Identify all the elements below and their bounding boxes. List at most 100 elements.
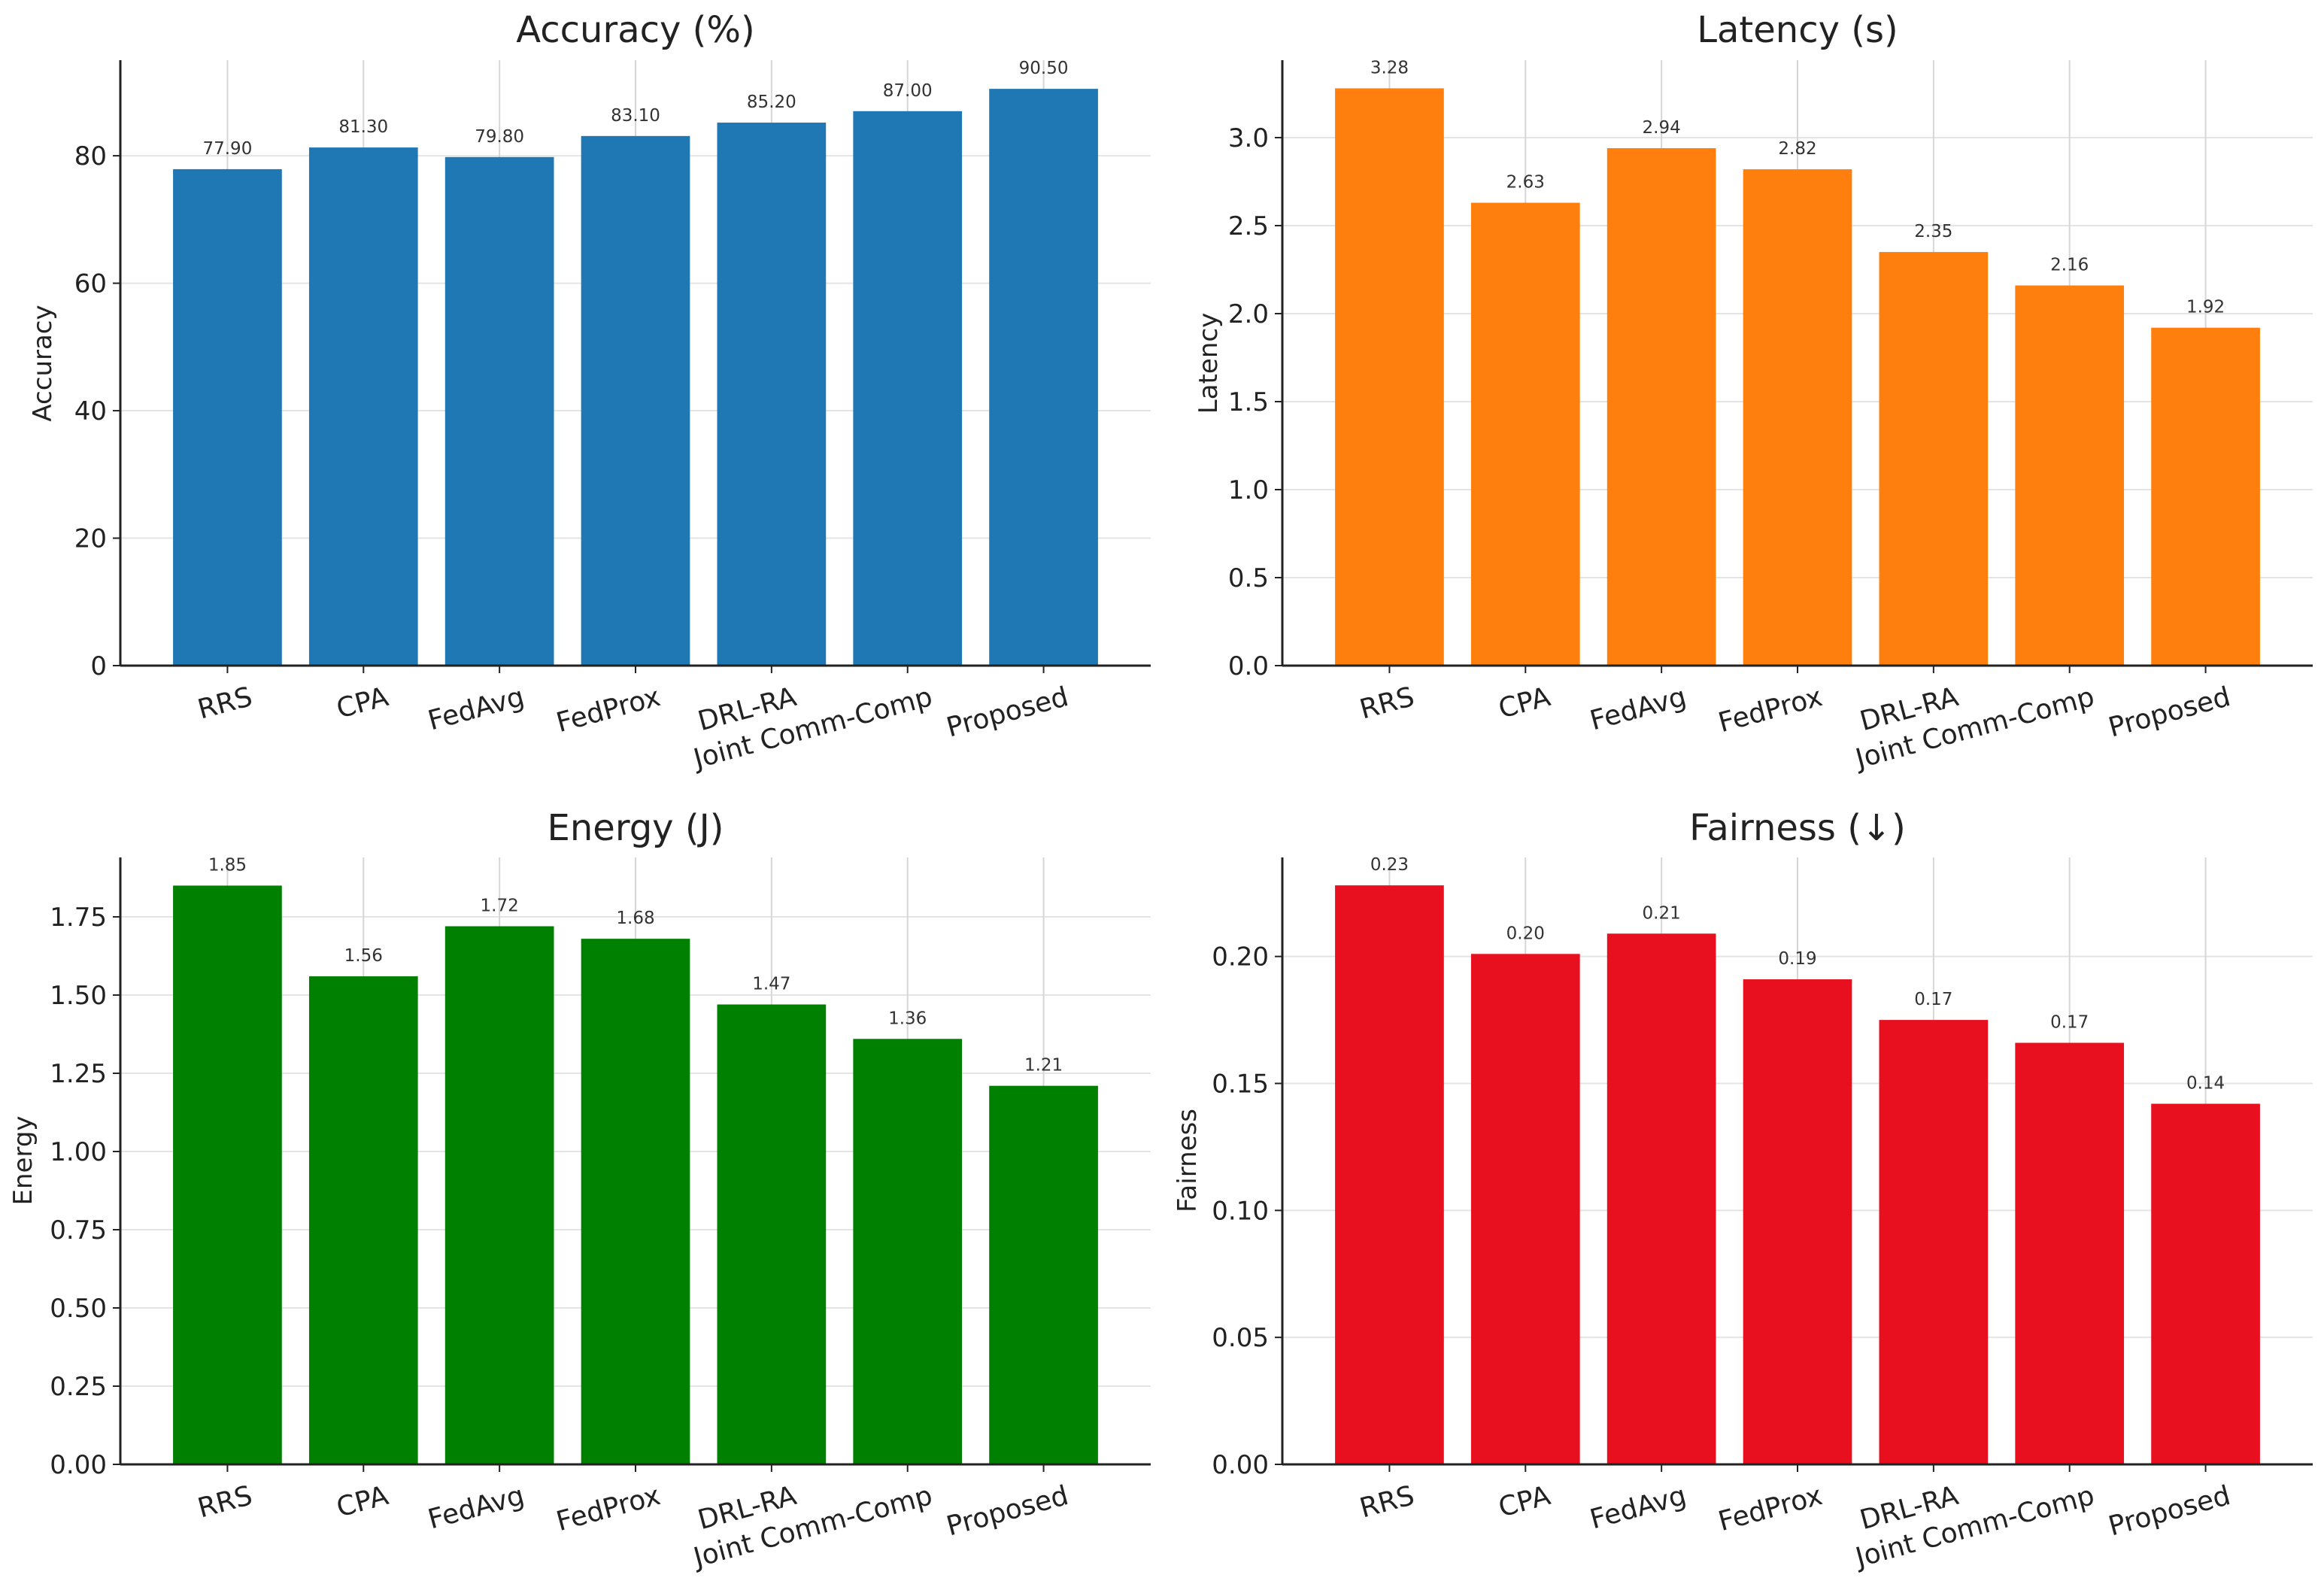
- y-tick-label: 1.00: [50, 1137, 107, 1167]
- x-tick-label-cpa: CPA: [333, 681, 392, 725]
- x-tick-label-proposed: Proposed: [943, 681, 1072, 744]
- data-label: 1.92: [2186, 298, 2225, 317]
- x-tick-label-rrs: RRS: [1357, 1480, 1418, 1524]
- data-label: 0.19: [1778, 949, 1816, 969]
- y-axis-label: Latency: [1194, 313, 1224, 414]
- y-axis-label: Energy: [8, 1115, 38, 1205]
- bar-rrs: [173, 168, 282, 666]
- data-label: 79.80: [475, 127, 524, 147]
- data-label: 0.20: [1506, 924, 1545, 943]
- bar-drl-ra: [717, 1004, 827, 1464]
- bar-proposed: [2151, 1103, 2260, 1464]
- x-tick-label-cpa: CPA: [1495, 1480, 1554, 1524]
- x-tick-label-fedprox: FedProx: [553, 681, 663, 739]
- y-tick-label: 0.15: [1212, 1070, 1269, 1100]
- data-label: 0.14: [2186, 1074, 2225, 1094]
- y-tick-label: 0.05: [1212, 1323, 1269, 1353]
- bar-cpa: [308, 147, 418, 666]
- y-tick-label: 40: [74, 396, 107, 426]
- bar-fedprox: [1743, 979, 1852, 1464]
- y-tick-label: 0.5: [1228, 563, 1269, 593]
- y-tick-label: 0: [90, 651, 107, 681]
- bar-cpa: [1470, 202, 1580, 666]
- bar-fedprox: [581, 135, 690, 666]
- x-tick-label-fedprox: FedProx: [1715, 681, 1825, 739]
- y-tick-label: 60: [74, 269, 107, 299]
- chart-title: Accuracy (%): [516, 9, 754, 51]
- x-tick-label-rrs: RRS: [1357, 681, 1418, 725]
- y-tick-label: 0.20: [1212, 942, 1269, 972]
- data-label: 3.28: [1370, 58, 1409, 77]
- bar-fedavg: [444, 156, 554, 666]
- data-label: 2.35: [1914, 222, 1952, 241]
- x-tick-label-proposed: Proposed: [2105, 1480, 2234, 1543]
- data-label: 1.56: [344, 946, 383, 966]
- data-label: 1.21: [1024, 1056, 1063, 1076]
- y-tick-label: 0.50: [50, 1294, 107, 1324]
- bar-fedprox: [1743, 169, 1852, 666]
- bar-cpa: [308, 976, 418, 1464]
- bar-drl-ra: [1879, 1020, 1989, 1464]
- chart-fairness: 0.23 0.20 0.21 0.19 0.17 0.17 0.14 0.00 0.05 0.10…: [1173, 807, 2313, 1574]
- chart-title: Latency (s): [1697, 9, 1898, 51]
- y-tick-label: 0.00: [50, 1450, 107, 1480]
- data-label: 2.94: [1643, 118, 1681, 138]
- data-label: 2.16: [2050, 256, 2089, 275]
- x-tick-label-fedavg: FedAvg: [425, 1480, 528, 1535]
- x-tick-label-proposed: Proposed: [2105, 681, 2234, 744]
- bar-drl-ra: [717, 123, 827, 666]
- bar-proposed: [2151, 327, 2260, 666]
- bar-proposed: [989, 1085, 1098, 1464]
- data-label: 0.17: [2050, 1012, 2089, 1032]
- bar-fedavg: [444, 926, 554, 1464]
- x-tick-label-fedavg: FedAvg: [1587, 1480, 1690, 1535]
- x-tick-label-fedprox: FedProx: [1715, 1480, 1825, 1537]
- bar-rrs: [1335, 885, 1444, 1464]
- y-tick-label: 20: [74, 524, 107, 554]
- data-label: 2.82: [1778, 139, 1816, 159]
- y-tick-label: 1.5: [1228, 387, 1269, 417]
- data-label: 81.30: [338, 117, 388, 137]
- x-tick-label-proposed: Proposed: [943, 1480, 1072, 1543]
- bar-joint-comm-comp: [853, 111, 963, 666]
- bar-rrs: [173, 885, 282, 1464]
- data-label: 0.21: [1643, 903, 1681, 923]
- data-label: 1.72: [481, 897, 519, 916]
- y-tick-label: 1.0: [1228, 475, 1269, 505]
- x-tick-label-fedavg: FedAvg: [1587, 681, 1690, 736]
- bar-fedavg: [1606, 148, 1716, 666]
- chart-accuracy: 77.90 81.30 79.80 83.10 85.20 87.00 90.50 0 20 40…: [28, 9, 1151, 775]
- x-tick-label-cpa: CPA: [333, 1480, 392, 1524]
- chart-panels: 77.90 81.30 79.80 83.10 85.20 87.00 90.50 0 20 40…: [8, 9, 2313, 1574]
- bar-joint-comm-comp: [2015, 1042, 2125, 1464]
- data-label: 87.00: [883, 81, 933, 101]
- x-tick-label-cpa: CPA: [1495, 681, 1554, 725]
- y-axis-label: Fairness: [1173, 1109, 1203, 1212]
- y-tick-label: 2.0: [1228, 299, 1269, 329]
- bar-joint-comm-comp: [853, 1039, 963, 1464]
- y-tick-label: 0.00: [1212, 1450, 1269, 1480]
- y-axis-label: Accuracy: [28, 305, 58, 421]
- x-tick-label-rrs: RRS: [195, 1480, 256, 1524]
- data-label: 85.20: [747, 93, 796, 112]
- y-tick-label: 80: [74, 141, 107, 171]
- data-label: 77.90: [202, 139, 252, 159]
- bar-rrs: [1335, 88, 1444, 666]
- y-tick-label: 1.50: [50, 981, 107, 1011]
- data-label: 90.50: [1019, 59, 1069, 78]
- data-label: 0.17: [1914, 990, 1952, 1009]
- x-tick-label-fedavg: FedAvg: [425, 681, 528, 736]
- data-label: 1.68: [616, 909, 654, 928]
- bar-fedprox: [581, 939, 690, 1464]
- chart-energy: 1.85 1.56 1.72 1.68 1.47 1.36 1.21 0.00 0.25 0.50…: [8, 807, 1151, 1574]
- chart-latency: 3.28 2.63 2.94 2.82 2.35 2.16 1.92 0.0 0.5 1.0 1.5…: [1194, 9, 2313, 775]
- bar-drl-ra: [1879, 252, 1989, 666]
- bar-cpa: [1470, 954, 1580, 1464]
- y-tick-label: 0.0: [1228, 651, 1269, 681]
- data-label: 0.23: [1370, 855, 1409, 875]
- y-tick-label: 3.0: [1228, 123, 1269, 153]
- data-label: 83.10: [611, 106, 660, 126]
- chart-title: Fairness (↓): [1689, 807, 1906, 849]
- bar-fedavg: [1606, 933, 1716, 1464]
- x-tick-label-fedprox: FedProx: [553, 1480, 663, 1537]
